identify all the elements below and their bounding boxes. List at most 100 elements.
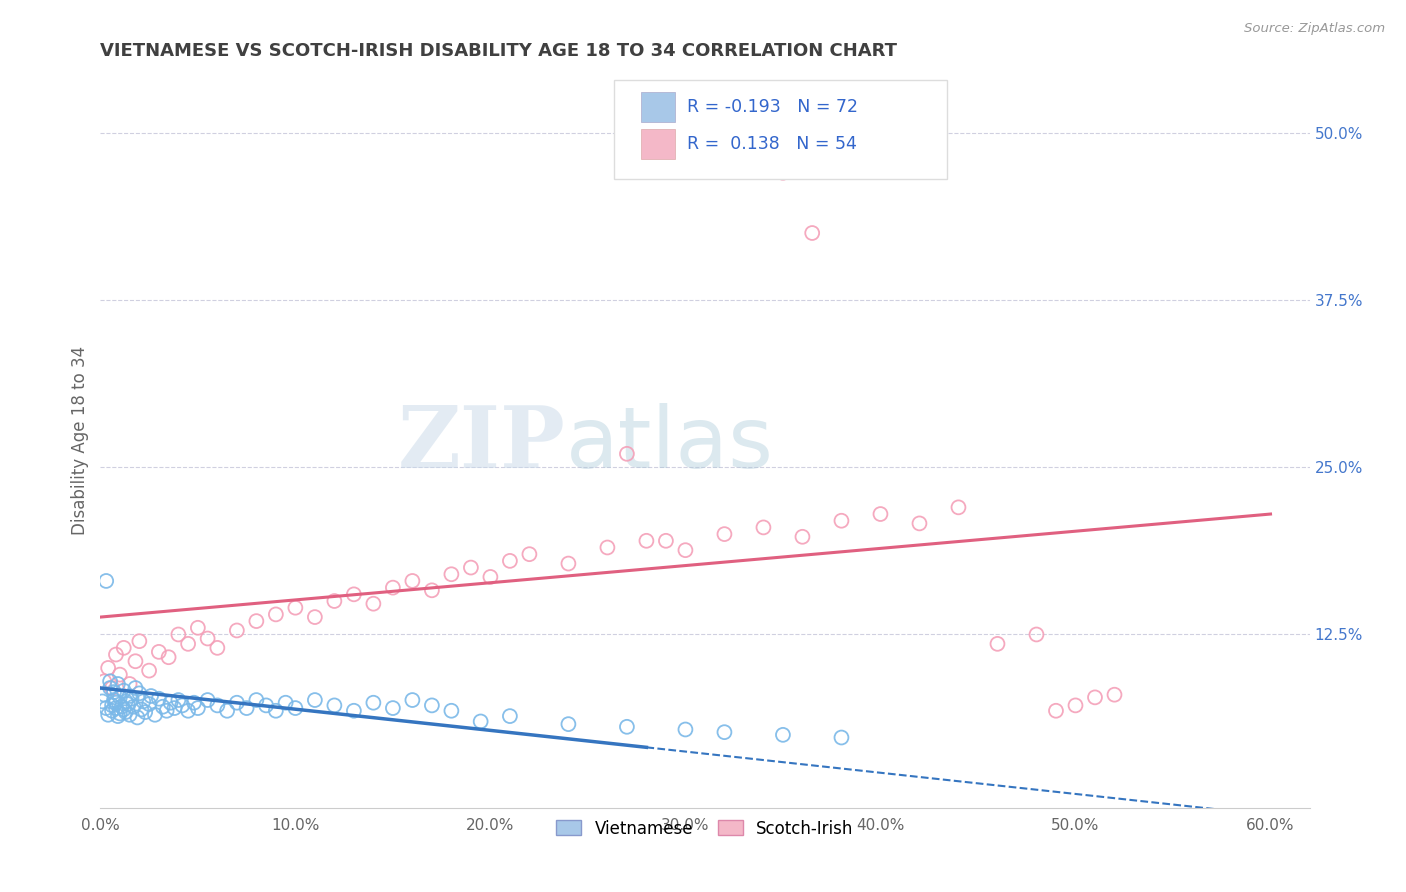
Point xyxy=(167,627,190,641)
Point xyxy=(118,677,141,691)
Point xyxy=(104,696,127,710)
Point xyxy=(245,614,267,628)
Point xyxy=(112,702,135,716)
Point xyxy=(93,674,115,689)
Point xyxy=(830,514,852,528)
Point xyxy=(103,693,125,707)
Point xyxy=(118,689,141,703)
Point xyxy=(163,701,186,715)
Point xyxy=(304,610,326,624)
Point xyxy=(114,705,136,719)
Point xyxy=(1084,690,1107,705)
Point xyxy=(217,704,239,718)
Point xyxy=(97,707,120,722)
Point xyxy=(420,583,443,598)
Point xyxy=(675,723,697,737)
Point xyxy=(323,698,346,713)
Point xyxy=(207,640,229,655)
Point xyxy=(112,640,135,655)
Point xyxy=(207,698,229,713)
Point xyxy=(101,704,124,718)
Point xyxy=(107,709,129,723)
Point xyxy=(254,698,277,713)
Point xyxy=(156,704,179,718)
Point xyxy=(986,637,1008,651)
Point xyxy=(104,701,127,715)
Point xyxy=(830,731,852,745)
Point xyxy=(636,533,658,548)
Point xyxy=(97,661,120,675)
Point xyxy=(167,693,190,707)
Point xyxy=(470,714,492,729)
Point xyxy=(284,701,307,715)
Point xyxy=(225,624,247,638)
Point xyxy=(108,706,131,721)
Point xyxy=(1104,688,1126,702)
Point xyxy=(245,693,267,707)
Point xyxy=(124,654,146,668)
Point xyxy=(159,696,181,710)
Point xyxy=(363,597,385,611)
Point xyxy=(98,674,121,689)
Point xyxy=(93,688,115,702)
Point xyxy=(117,697,139,711)
Point xyxy=(148,691,170,706)
Point xyxy=(616,447,638,461)
Point xyxy=(499,709,522,723)
Text: Source: ZipAtlas.com: Source: ZipAtlas.com xyxy=(1244,22,1385,36)
Point xyxy=(675,543,697,558)
Point xyxy=(655,533,678,548)
Text: VIETNAMESE VS SCOTCH-IRISH DISABILITY AGE 18 TO 34 CORRELATION CHART: VIETNAMESE VS SCOTCH-IRISH DISABILITY AG… xyxy=(100,42,897,60)
Point xyxy=(132,694,155,708)
Point xyxy=(122,699,145,714)
Point xyxy=(479,570,502,584)
Point xyxy=(187,701,209,715)
Point xyxy=(616,720,638,734)
Point xyxy=(401,574,423,588)
Point xyxy=(138,664,160,678)
Point xyxy=(118,707,141,722)
Point xyxy=(134,705,156,719)
Point xyxy=(264,704,287,718)
Point xyxy=(98,681,121,695)
Point xyxy=(108,690,131,705)
Point xyxy=(183,696,205,710)
Point xyxy=(401,693,423,707)
Text: atlas: atlas xyxy=(565,402,773,485)
Point xyxy=(752,520,775,534)
Point xyxy=(274,696,297,710)
Point xyxy=(225,696,247,710)
Point xyxy=(104,648,127,662)
Text: R =  0.138   N = 54: R = 0.138 N = 54 xyxy=(686,135,856,153)
Point xyxy=(96,701,118,715)
Point xyxy=(177,704,200,718)
Point xyxy=(1064,698,1087,713)
Point xyxy=(499,554,522,568)
Point xyxy=(420,698,443,713)
Point xyxy=(157,650,180,665)
Point xyxy=(152,699,174,714)
Point xyxy=(108,667,131,681)
Point xyxy=(197,693,219,707)
Point xyxy=(114,694,136,708)
FancyBboxPatch shape xyxy=(614,79,946,179)
Point xyxy=(91,694,114,708)
Point xyxy=(101,698,124,713)
Point xyxy=(772,728,794,742)
Text: R = -0.193   N = 72: R = -0.193 N = 72 xyxy=(686,98,858,116)
FancyBboxPatch shape xyxy=(641,92,675,121)
Point xyxy=(713,527,735,541)
Point xyxy=(1025,627,1047,641)
Point xyxy=(148,645,170,659)
Point xyxy=(460,560,482,574)
Point xyxy=(557,557,579,571)
Point xyxy=(772,166,794,180)
Point xyxy=(596,541,619,555)
Point xyxy=(557,717,579,731)
Point xyxy=(869,507,891,521)
Point xyxy=(343,704,366,718)
Text: ZIP: ZIP xyxy=(398,402,565,486)
Point xyxy=(121,691,143,706)
Point xyxy=(177,637,200,651)
Point xyxy=(284,600,307,615)
